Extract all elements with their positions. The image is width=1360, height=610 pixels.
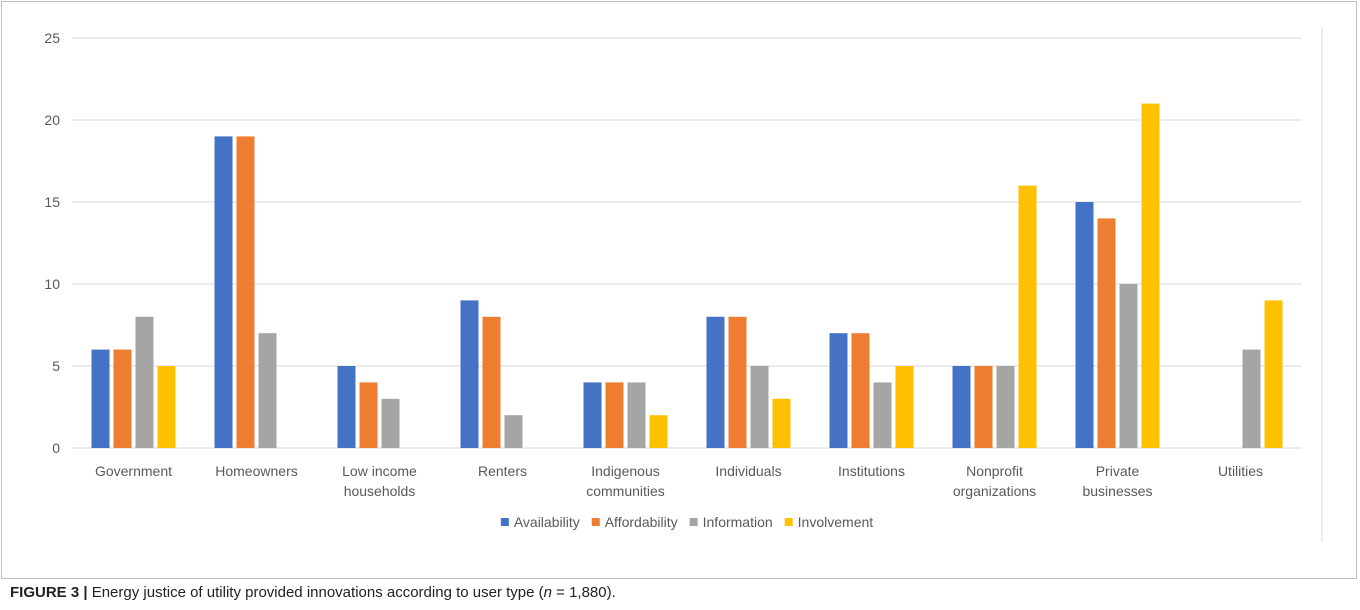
x-axis-categories: Government Homeowners Low income households… bbox=[95, 463, 1263, 499]
x-category-label-line: Indigenous bbox=[591, 463, 660, 479]
x-category-label: Private businesses bbox=[1082, 463, 1152, 499]
caption-text-before: Energy justice of utility provided innov… bbox=[87, 584, 544, 601]
bar-involvement bbox=[895, 366, 914, 448]
x-category-label: Low income households bbox=[342, 463, 417, 499]
bar-affordability bbox=[482, 316, 501, 448]
x-category-label: Renters bbox=[478, 463, 527, 479]
caption-n-symbol: n bbox=[543, 584, 552, 601]
bar-information bbox=[135, 316, 154, 448]
bar-involvement bbox=[1264, 300, 1283, 448]
bar-affordability bbox=[851, 333, 870, 448]
bar-involvement bbox=[1018, 185, 1037, 448]
x-category-label: Government bbox=[95, 463, 172, 479]
x-category-label-line: households bbox=[344, 483, 416, 499]
legend-swatch-availability bbox=[500, 518, 509, 526]
y-tick-label: 5 bbox=[52, 358, 60, 374]
x-category-label-line: Individuals bbox=[715, 463, 781, 479]
legend-label: Affordability bbox=[605, 514, 678, 530]
x-category-label: Homeowners bbox=[215, 463, 297, 479]
bar-information bbox=[996, 366, 1015, 448]
y-tick-label: 10 bbox=[44, 276, 60, 292]
bar-involvement bbox=[157, 366, 176, 448]
caption-text-after: = 1,880). bbox=[551, 584, 616, 601]
legend-swatch-information bbox=[689, 518, 698, 526]
y-axis-ticks: 0 5 10 15 20 25 bbox=[44, 30, 60, 456]
figure-caption: FIGURE 3 | Energy justice of utility pro… bbox=[10, 584, 616, 601]
x-category-label-line: Nonprofit bbox=[966, 463, 1023, 479]
figure-label: FIGURE 3 | bbox=[10, 584, 88, 601]
legend: Availability Affordability Information Invo… bbox=[500, 514, 874, 530]
x-category-label: Individuals bbox=[715, 463, 781, 479]
bar-affordability bbox=[605, 382, 624, 448]
x-category-label: Nonprofit organizations bbox=[953, 463, 1036, 499]
y-tick-label: 0 bbox=[52, 440, 60, 456]
x-category-label-line: Utilities bbox=[1218, 463, 1263, 479]
bar-availability bbox=[91, 349, 110, 448]
y-tick-label: 25 bbox=[44, 30, 60, 46]
bar-affordability bbox=[1097, 218, 1116, 448]
bar-information bbox=[750, 366, 769, 448]
bar-availability bbox=[337, 366, 356, 448]
bar-involvement bbox=[772, 398, 791, 448]
bar-affordability bbox=[974, 366, 993, 448]
bar-involvement bbox=[649, 415, 668, 448]
bar-affordability bbox=[359, 382, 378, 448]
bar-availability bbox=[583, 382, 602, 448]
x-category-label-line: Homeowners bbox=[215, 463, 297, 479]
y-tick-label: 15 bbox=[44, 194, 60, 210]
x-category-label-line: organizations bbox=[953, 483, 1036, 499]
bar-information bbox=[873, 382, 892, 448]
x-category-label-line: Private bbox=[1096, 463, 1140, 479]
x-category-label-line: Low income bbox=[342, 463, 417, 479]
legend-label: Involvement bbox=[798, 514, 874, 530]
x-category-label: Institutions bbox=[838, 463, 905, 479]
legend-swatch-involvement bbox=[784, 518, 793, 526]
bar-involvement bbox=[1141, 103, 1160, 448]
bar-information bbox=[504, 415, 523, 448]
gridlines bbox=[72, 37, 1302, 449]
bar-affordability bbox=[728, 316, 747, 448]
bar-information bbox=[627, 382, 646, 448]
x-category-label: Utilities bbox=[1218, 463, 1263, 479]
bar-information bbox=[1242, 349, 1261, 448]
bar-chart: 0 5 10 15 20 25 Government Homeowners Low incom… bbox=[44, 28, 1323, 542]
bar-affordability bbox=[236, 136, 255, 448]
caption-bar bbox=[1, 578, 1357, 606]
bar-availability bbox=[829, 333, 848, 448]
bar-information bbox=[381, 398, 400, 448]
bar-availability bbox=[952, 366, 971, 448]
bar-availability bbox=[1075, 202, 1094, 448]
bar-availability bbox=[706, 316, 725, 448]
legend-label: Availability bbox=[514, 514, 580, 530]
bars bbox=[91, 103, 1283, 448]
bar-availability bbox=[460, 300, 479, 448]
x-category-label-line: Institutions bbox=[838, 463, 905, 479]
bar-affordability bbox=[113, 349, 132, 448]
x-category-label: Indigenous communities bbox=[586, 463, 665, 499]
x-category-label-line: Government bbox=[95, 463, 172, 479]
y-tick-label: 20 bbox=[44, 112, 60, 128]
legend-label: Information bbox=[703, 514, 773, 530]
legend-swatch-affordability bbox=[591, 518, 600, 526]
bar-availability bbox=[214, 136, 233, 448]
bar-information bbox=[258, 333, 277, 448]
bar-information bbox=[1119, 284, 1138, 448]
x-category-label-line: businesses bbox=[1082, 483, 1152, 499]
x-category-label-line: Renters bbox=[478, 463, 527, 479]
x-category-label-line: communities bbox=[586, 483, 665, 499]
